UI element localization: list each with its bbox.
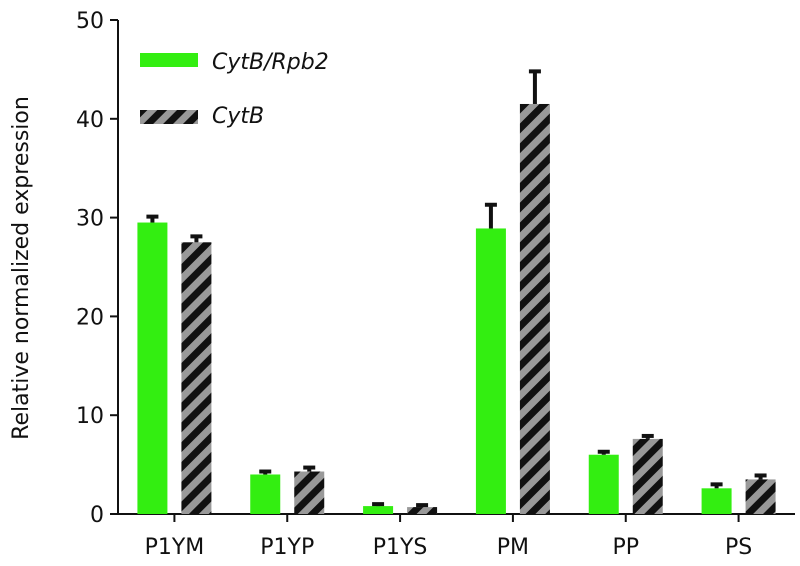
y-tick-label: 0 <box>90 503 104 528</box>
y-tick-label: 50 <box>76 9 104 34</box>
bar-cytb-rpb2 <box>475 228 506 514</box>
plot-area: 0 10 20 30 40 50 P1YM P1YP P1YS PM PP PS <box>76 9 795 560</box>
x-tick-label: PM <box>497 535 529 560</box>
x-tick-label: P1YM <box>145 535 205 560</box>
bar-cytb <box>294 471 325 514</box>
legend-label-cytb: CytB <box>212 104 264 129</box>
x-tick-label: P1YP <box>260 535 314 560</box>
x-tick-label: P1YS <box>373 535 428 560</box>
y-tick-label: 40 <box>76 108 104 133</box>
bar-cytb-rpb2 <box>137 222 168 515</box>
legend-label-cytb-rpb2: CytB/Rpb2 <box>212 50 329 75</box>
bar-cytb-rpb2 <box>250 474 281 514</box>
bar-cytb <box>407 507 438 514</box>
bar-cytb <box>519 103 550 514</box>
legend-swatch-cytb <box>140 110 198 124</box>
bar-cytb-rpb2 <box>363 506 394 514</box>
bar-cytb <box>632 438 663 514</box>
bar-cytb <box>745 479 776 514</box>
legend-swatch-cytb-rpb2 <box>140 53 198 67</box>
y-tick-label: 20 <box>76 305 104 330</box>
bar-cytb-rpb2 <box>701 488 732 514</box>
x-tick-label: PS <box>725 535 752 560</box>
y-tick-label: 30 <box>76 207 104 232</box>
y-axis-title: Relative normalized expression <box>9 96 34 440</box>
x-tick-label: PP <box>612 535 639 560</box>
bar-cytb <box>181 242 212 515</box>
legend: CytB/Rpb2 CytB <box>140 50 329 129</box>
y-tick-label: 10 <box>76 404 104 429</box>
bar-cytb-rpb2 <box>588 454 619 514</box>
